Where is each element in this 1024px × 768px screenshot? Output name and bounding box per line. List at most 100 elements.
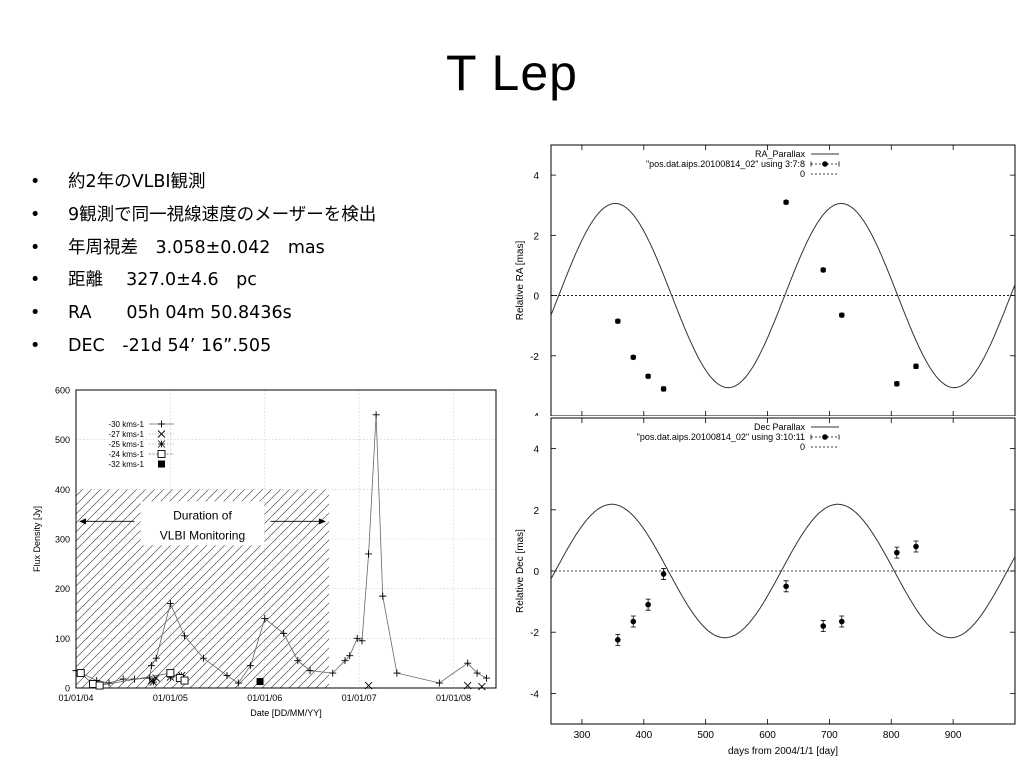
x-tick-label: 01/01/07 (342, 693, 377, 703)
y-tick-label: 4 (533, 445, 539, 456)
data-point (256, 678, 264, 686)
legend-marker (822, 434, 828, 440)
data-point (261, 614, 269, 622)
y-axis-label: Relative RA [mas] (515, 241, 526, 321)
legend-label: -25 kms-1 (108, 440, 144, 449)
x-tick-label: 700 (821, 730, 838, 741)
bullet-text: 距離 327.0±4.6 pc (68, 270, 257, 291)
data-point (393, 669, 401, 677)
data-point (166, 600, 174, 608)
data-point (180, 676, 189, 685)
y-tick-label: 300 (55, 535, 70, 545)
legend-label: -24 kms-1 (108, 450, 144, 459)
y-tick-label: 0 (65, 684, 70, 694)
legend: -30 kms-1-27 kms-1-25 kms-1-24 kms-1-32 … (108, 420, 174, 469)
data-point (152, 654, 160, 662)
data-point (615, 318, 621, 324)
legend-label: "pos.dat.aips.20100814_02" using 3:7:8 (646, 159, 805, 169)
legend-marker (158, 460, 165, 468)
x-tick-label: 01/01/04 (58, 693, 93, 703)
data-point (913, 363, 919, 370)
x-tick-label: 500 (697, 730, 714, 741)
legend-marker (822, 161, 828, 167)
data-point (483, 674, 491, 682)
legend-label: RA_Parallax (755, 149, 806, 159)
data-point (76, 669, 85, 678)
legend-label: 0 (800, 442, 805, 452)
bullet-marker: • (30, 204, 41, 225)
data-point (838, 312, 845, 318)
bullet-text: DEC -21d 54’ 16”.505 (68, 335, 272, 356)
slide-title: T Lep (446, 45, 578, 101)
annotation-text: Duration of (173, 508, 232, 522)
legend-marker (157, 450, 166, 458)
legend-label: -32 kms-1 (108, 460, 144, 469)
data-point (630, 354, 637, 361)
legend: Dec Parallax"pos.dat.aips.20100814_02" u… (637, 422, 840, 452)
data-point (820, 267, 827, 273)
data-point (464, 659, 472, 667)
data-point (820, 623, 827, 629)
data-point (913, 543, 919, 550)
data-points (615, 199, 919, 392)
data-point (329, 669, 337, 677)
legend-marker (158, 420, 165, 428)
data-point (645, 373, 651, 380)
ra-parallax-chart: -4 -2 0 2 4 RA_Parallax"pos.dat.aips.20100814… (515, 144, 1016, 416)
data-point (379, 592, 387, 600)
y-tick-label: 500 (55, 435, 70, 445)
x-tick-label: 01/01/06 (247, 693, 282, 703)
data-point (234, 679, 242, 687)
legend: RA_Parallax"pos.dat.aips.20100814_02" us… (646, 149, 840, 179)
y-tick-label: 100 (55, 634, 70, 644)
data-point (181, 632, 189, 640)
bullet-marker: • (30, 335, 41, 356)
y-tick-label: 4 (533, 171, 539, 182)
y-tick-label: 2 (533, 506, 539, 517)
data-point (353, 634, 361, 642)
data-point (89, 680, 97, 688)
annotation-text: VLBI Monitoring (160, 528, 245, 542)
legend-marker (157, 440, 166, 448)
bullet-marker: • (30, 270, 41, 291)
series-square-open (76, 669, 189, 690)
bullet-text: 9観測で同一視線速度のメーザーを検出 (68, 204, 377, 225)
legend-label: 0 (800, 169, 805, 179)
data-point (783, 199, 789, 206)
y-tick-label: 0 (533, 292, 539, 303)
data-point (473, 669, 481, 677)
data-point (364, 681, 373, 690)
annotation-arrow-head (79, 518, 86, 525)
data-point (365, 550, 373, 558)
flux-density-chart: 0 100 200 300 400 500 600 01/01/04 01/01/05 01/01… (32, 386, 497, 718)
data-point (148, 662, 156, 670)
data-point (660, 386, 667, 392)
x-tick-label: 600 (759, 730, 776, 741)
x-axis-label: days from 2004/1/1 [day] (728, 746, 838, 757)
data-point (223, 672, 231, 680)
data-point (435, 679, 443, 687)
bullet-marker: • (30, 172, 41, 192)
data-point (645, 601, 651, 608)
plot-frame (550, 144, 1016, 416)
y-tick-label: -4 (530, 412, 539, 416)
bullet-marker: • (30, 303, 41, 324)
data-point (660, 571, 667, 577)
data-point (478, 682, 486, 691)
x-tick-label: 800 (883, 730, 900, 741)
data-point (306, 667, 314, 675)
data-point (341, 657, 349, 665)
y-tick-label: 2 (533, 231, 539, 242)
legend-label: Dec Parallax (754, 422, 806, 432)
data-point (894, 380, 900, 387)
y-tick-label: -2 (530, 352, 539, 363)
dec-parallax-chart: -4 -2 0 2 4 300 400 500 600 700 800 900 Dec Parallax… (515, 417, 1016, 757)
data-point (630, 618, 637, 625)
bullet-marker: • (30, 237, 41, 258)
data-point (199, 654, 207, 662)
y-tick-label: 200 (55, 584, 70, 594)
data-points (615, 540, 919, 646)
legend-label: "pos.dat.aips.20100814_02" using 3:10:11 (637, 432, 805, 442)
legend-label: -27 kms-1 (108, 430, 144, 439)
x-tick-label: 01/01/05 (153, 693, 188, 703)
